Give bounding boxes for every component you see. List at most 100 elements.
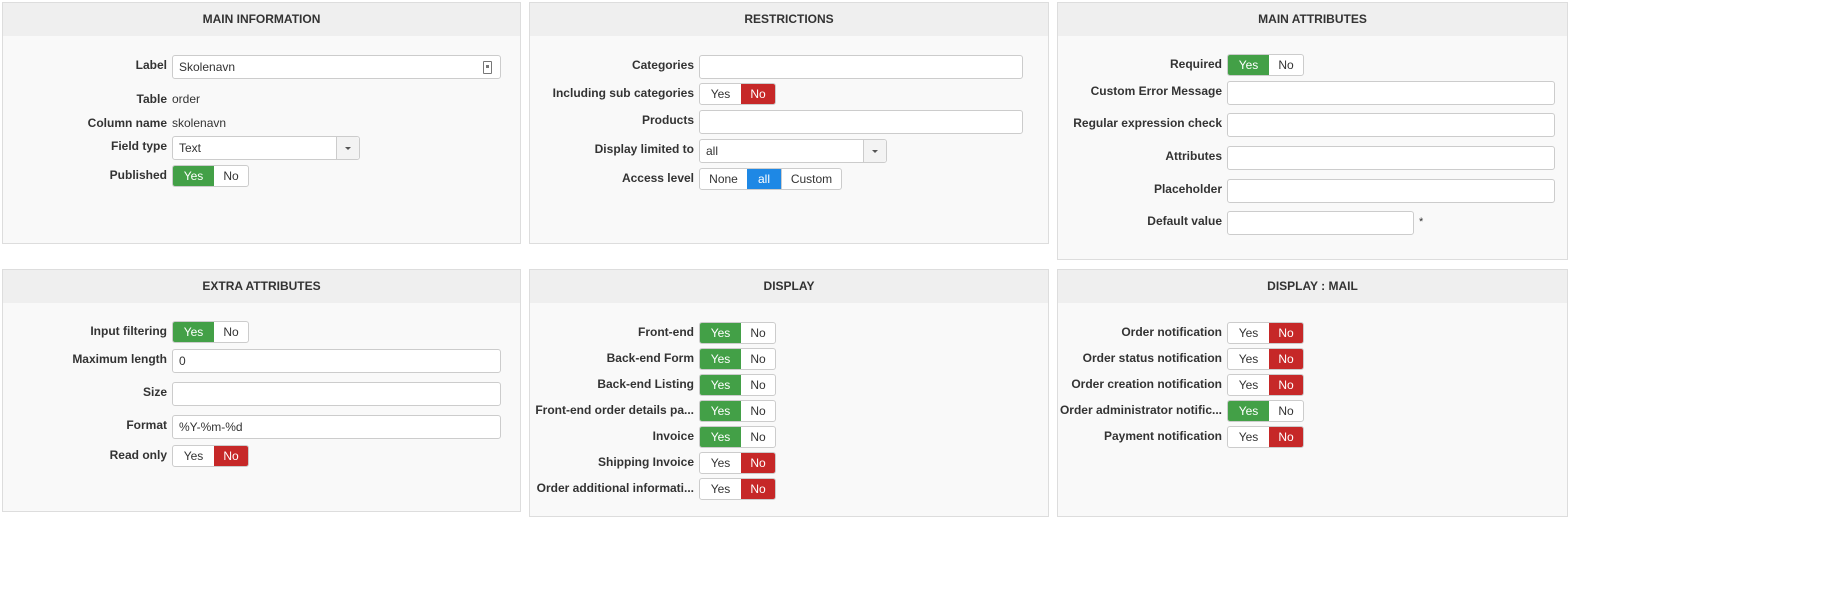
- yes-option[interactable]: Yes: [1238, 352, 1259, 366]
- access-level-toggle[interactable]: None all Custom: [699, 168, 842, 190]
- categories-label: Categories: [631, 58, 694, 72]
- products-input[interactable]: [699, 110, 1023, 134]
- toggle-row: Order notification Yes No: [1058, 322, 1567, 346]
- display-limited-select[interactable]: all: [699, 139, 887, 163]
- yes-no-toggle[interactable]: Yes No: [699, 478, 776, 500]
- toggle-row-label: Front-end order details pa...: [535, 403, 694, 417]
- toggle-row-label: Order notification: [1121, 325, 1222, 339]
- no-option[interactable]: No: [223, 325, 239, 339]
- field-type-label: Field type: [110, 139, 167, 153]
- display-limited-label: Display limited to: [594, 142, 694, 156]
- yes-option[interactable]: Yes: [710, 87, 731, 101]
- yes-option[interactable]: Yes: [183, 449, 204, 463]
- no-option[interactable]: No: [741, 453, 775, 473]
- yes-option[interactable]: Yes: [1228, 401, 1269, 421]
- published-label: Published: [109, 168, 167, 182]
- panel-title: MAIN INFORMATION: [3, 3, 520, 36]
- no-option[interactable]: No: [1269, 349, 1303, 369]
- required-toggle[interactable]: Yes No: [1227, 54, 1304, 76]
- no-option[interactable]: No: [741, 479, 775, 499]
- no-option[interactable]: No: [1269, 427, 1303, 447]
- yes-option[interactable]: Yes: [700, 401, 741, 421]
- no-option[interactable]: No: [750, 378, 766, 392]
- restrictions-panel: RESTRICTIONS Categories Including sub ca…: [529, 2, 1049, 244]
- no-option[interactable]: No: [1278, 404, 1294, 418]
- attributes-input[interactable]: [1227, 146, 1555, 170]
- yes-option[interactable]: Yes: [700, 375, 741, 395]
- no-option[interactable]: No: [750, 404, 766, 418]
- yes-option[interactable]: Yes: [700, 349, 741, 369]
- yes-option[interactable]: Yes: [1238, 430, 1259, 444]
- access-all[interactable]: all: [747, 169, 781, 189]
- toggle-row: Order administrator notific... Yes No: [1058, 400, 1567, 424]
- yes-option[interactable]: Yes: [1238, 378, 1259, 392]
- yes-no-toggle[interactable]: Yes No: [699, 426, 776, 448]
- format-label: Format: [126, 418, 167, 432]
- custom-error-label: Custom Error Message: [1090, 84, 1222, 98]
- toggle-row-label: Payment notification: [1103, 429, 1222, 443]
- yes-no-toggle[interactable]: Yes No: [1227, 426, 1304, 448]
- placeholder-input[interactable]: [1227, 179, 1555, 203]
- toggle-row-label: Front-end: [638, 325, 694, 339]
- yes-option[interactable]: Yes: [1238, 326, 1259, 340]
- panel-title: MAIN ATTRIBUTES: [1058, 3, 1567, 36]
- no-option[interactable]: No: [223, 169, 239, 183]
- translate-icon[interactable]: [483, 61, 492, 74]
- toggle-row-label: Order additional informati...: [536, 481, 694, 495]
- yes-option[interactable]: Yes: [710, 482, 731, 496]
- toggle-row-label: Shipping Invoice: [597, 455, 694, 469]
- products-label: Products: [641, 113, 694, 127]
- yes-no-toggle[interactable]: Yes No: [1227, 348, 1304, 370]
- custom-error-input[interactable]: [1227, 81, 1555, 105]
- yes-no-toggle[interactable]: Yes No: [699, 452, 776, 474]
- yes-option[interactable]: Yes: [173, 322, 214, 342]
- no-option[interactable]: No: [741, 84, 775, 104]
- toggle-row-label: Order creation notification: [1071, 377, 1222, 391]
- label-input[interactable]: Skolenavn: [172, 55, 501, 79]
- yes-option[interactable]: Yes: [700, 323, 741, 343]
- max-length-input[interactable]: 0: [172, 349, 501, 373]
- no-option[interactable]: No: [214, 446, 248, 466]
- regex-label: Regular expression check: [1073, 116, 1222, 130]
- regex-input[interactable]: [1227, 113, 1555, 137]
- access-custom[interactable]: Custom: [781, 169, 841, 189]
- max-length-value: 0: [179, 354, 186, 368]
- yes-no-toggle[interactable]: Yes No: [1227, 374, 1304, 396]
- field-type-select[interactable]: Text: [172, 136, 360, 160]
- extra-attributes-panel: EXTRA ATTRIBUTES Input filtering Yes No M…: [2, 269, 521, 512]
- no-option[interactable]: No: [1269, 323, 1303, 343]
- yes-option[interactable]: Yes: [700, 427, 741, 447]
- access-none[interactable]: None: [709, 172, 738, 186]
- size-input[interactable]: [172, 382, 501, 406]
- yes-no-toggle[interactable]: Yes No: [1227, 400, 1304, 422]
- toggle-row: Front-end Yes No: [530, 322, 1048, 346]
- categories-input[interactable]: [699, 55, 1023, 79]
- yes-no-toggle[interactable]: Yes No: [699, 400, 776, 422]
- no-option[interactable]: No: [750, 430, 766, 444]
- yes-option[interactable]: Yes: [710, 456, 731, 470]
- panel-title: DISPLAY: [530, 270, 1048, 303]
- default-value-input[interactable]: [1227, 211, 1414, 235]
- yes-option[interactable]: Yes: [1228, 55, 1269, 75]
- toggle-row: Order additional informati... Yes No: [530, 478, 1048, 502]
- no-option[interactable]: No: [1278, 58, 1294, 72]
- format-input[interactable]: %Y-%m-%d: [172, 415, 501, 439]
- toggle-row: Order creation notification Yes No: [1058, 374, 1567, 398]
- input-filtering-toggle[interactable]: Yes No: [172, 321, 249, 343]
- no-option[interactable]: No: [750, 352, 766, 366]
- yes-no-toggle[interactable]: Yes No: [699, 348, 776, 370]
- subcat-toggle[interactable]: Yes No: [699, 83, 776, 105]
- yes-no-toggle[interactable]: Yes No: [699, 322, 776, 344]
- toggle-row: Invoice Yes No: [530, 426, 1048, 450]
- yes-no-toggle[interactable]: Yes No: [699, 374, 776, 396]
- main-information-panel: MAIN INFORMATION Label Skolenavn Table or…: [2, 2, 521, 244]
- yes-option[interactable]: Yes: [173, 166, 214, 186]
- no-option[interactable]: No: [750, 326, 766, 340]
- published-toggle[interactable]: Yes No: [172, 165, 249, 187]
- max-length-label: Maximum length: [72, 352, 167, 366]
- no-option[interactable]: No: [1269, 375, 1303, 395]
- read-only-toggle[interactable]: Yes No: [172, 445, 249, 467]
- yes-no-toggle[interactable]: Yes No: [1227, 322, 1304, 344]
- display-limited-value: all: [706, 144, 719, 158]
- access-level-label: Access level: [621, 171, 694, 185]
